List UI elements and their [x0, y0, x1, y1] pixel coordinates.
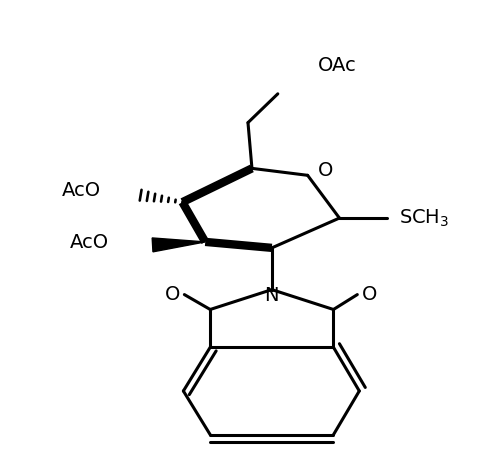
- Text: SCH$_3$: SCH$_3$: [398, 207, 448, 229]
- Text: OAc: OAc: [317, 57, 356, 76]
- Text: AcO: AcO: [61, 181, 101, 200]
- Text: N: N: [264, 286, 279, 304]
- Text: O: O: [361, 285, 376, 304]
- Text: O: O: [164, 285, 180, 304]
- Polygon shape: [152, 238, 205, 252]
- Text: O: O: [317, 161, 332, 180]
- Text: AcO: AcO: [70, 233, 109, 252]
